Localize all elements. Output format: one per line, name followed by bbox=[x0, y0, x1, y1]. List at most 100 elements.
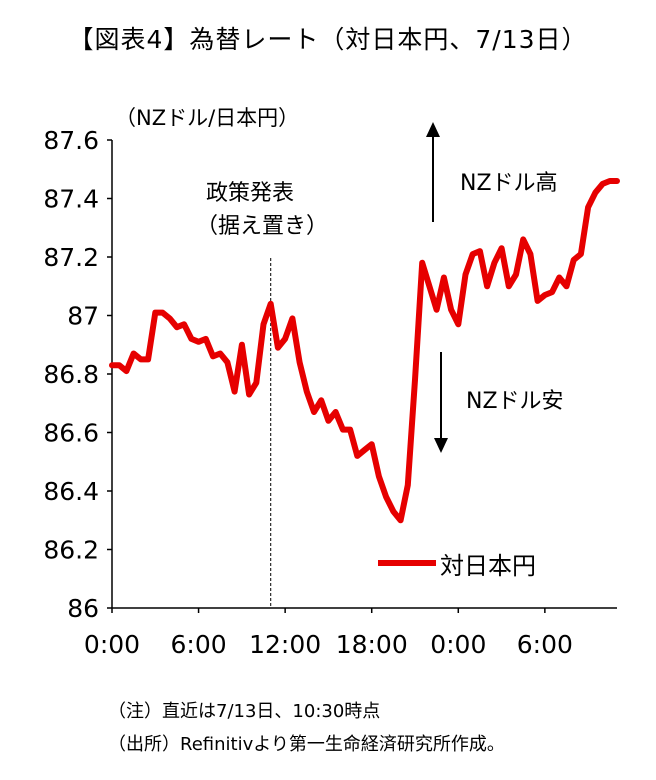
data-point bbox=[615, 179, 619, 183]
data-point bbox=[449, 308, 453, 312]
y-tick-label: 86 bbox=[67, 594, 99, 623]
chart-title: 【図表4】為替レート（対日本円、7/13日） bbox=[68, 25, 588, 54]
data-point bbox=[420, 261, 424, 265]
y-tick-label: 86.8 bbox=[43, 360, 99, 389]
data-point bbox=[521, 237, 525, 241]
direction-arrows bbox=[426, 122, 448, 453]
data-point bbox=[269, 302, 273, 306]
data-point bbox=[528, 252, 532, 256]
footnote-note: （注）直近は7/13日、10:30時点 bbox=[108, 701, 381, 722]
data-point bbox=[110, 363, 114, 367]
data-point bbox=[507, 284, 511, 288]
data-point bbox=[586, 205, 590, 209]
y-tick-label: 86.4 bbox=[43, 477, 99, 506]
down-arrow-head-icon bbox=[434, 438, 448, 453]
data-point bbox=[298, 360, 302, 364]
data-point bbox=[247, 392, 251, 396]
data-point bbox=[312, 410, 316, 414]
x-tick-labels: 0:00 6:00 12:00 18:00 0:00 6:00 bbox=[84, 630, 573, 659]
data-point bbox=[341, 428, 345, 432]
x-tick-label: 6:00 bbox=[517, 630, 573, 659]
data-point bbox=[435, 308, 439, 312]
data-point bbox=[189, 337, 193, 341]
y-tick-labels: 86 86.2 86.4 86.6 86.8 87 87.2 87.4 87.6 bbox=[43, 126, 99, 623]
nzd-up-label: NZドル高 bbox=[460, 171, 558, 196]
data-point bbox=[442, 275, 446, 279]
data-point bbox=[334, 410, 338, 414]
data-point bbox=[225, 360, 229, 364]
y-axis-unit-label: （NZドル/日本円） bbox=[115, 106, 300, 130]
data-point bbox=[262, 322, 265, 326]
legend-label: 対日本円 bbox=[440, 552, 536, 580]
x-tick-label: 6:00 bbox=[171, 630, 227, 659]
series-line-jpy bbox=[109, 178, 620, 524]
data-point bbox=[514, 273, 518, 277]
y-tick-label: 86.2 bbox=[43, 536, 99, 565]
y-tick-label: 87.4 bbox=[43, 185, 99, 214]
y-tick-label: 87 bbox=[67, 302, 99, 331]
data-point bbox=[182, 322, 186, 326]
x-tick-label: 0:00 bbox=[84, 630, 140, 659]
data-point bbox=[153, 311, 157, 315]
data-point bbox=[391, 509, 395, 513]
data-point bbox=[413, 378, 417, 382]
data-point bbox=[124, 369, 128, 373]
data-point bbox=[370, 442, 374, 446]
policy-announcement-sublabel: （据え置き） bbox=[196, 214, 329, 239]
data-point bbox=[485, 284, 489, 288]
data-point bbox=[536, 299, 540, 303]
data-point bbox=[464, 273, 467, 277]
data-points bbox=[110, 179, 619, 522]
data-point bbox=[290, 316, 294, 320]
data-point bbox=[283, 337, 287, 341]
policy-announcement-label: 政策発表 bbox=[206, 181, 295, 206]
data-point bbox=[500, 246, 504, 250]
data-point bbox=[471, 252, 475, 256]
x-tick-label: 18:00 bbox=[336, 630, 408, 659]
data-point bbox=[557, 275, 561, 279]
data-point bbox=[117, 363, 121, 367]
data-point bbox=[319, 398, 323, 402]
data-point bbox=[550, 290, 554, 294]
data-point bbox=[276, 346, 280, 350]
data-point bbox=[492, 261, 496, 265]
data-point bbox=[211, 354, 215, 358]
data-point bbox=[608, 179, 612, 183]
data-point bbox=[240, 343, 244, 347]
x-tick-label: 0:00 bbox=[430, 630, 486, 659]
data-point bbox=[406, 483, 410, 487]
data-point bbox=[565, 284, 568, 288]
up-arrow-head-icon bbox=[426, 122, 440, 137]
legend-swatch bbox=[378, 560, 436, 566]
data-point bbox=[399, 518, 403, 522]
nzd-down-label: NZドル安 bbox=[466, 389, 564, 414]
data-point bbox=[593, 191, 597, 195]
y-tick-label: 86.6 bbox=[43, 419, 99, 448]
data-point bbox=[161, 311, 164, 315]
data-point bbox=[326, 419, 330, 423]
data-point bbox=[478, 249, 482, 253]
data-point bbox=[305, 390, 309, 394]
data-point bbox=[579, 252, 583, 256]
data-point bbox=[132, 352, 136, 356]
data-point bbox=[427, 284, 431, 288]
data-point bbox=[377, 474, 381, 478]
data-point bbox=[355, 454, 359, 458]
data-point bbox=[218, 352, 222, 356]
axes bbox=[107, 139, 617, 613]
data-point bbox=[456, 322, 460, 326]
data-point bbox=[139, 357, 143, 361]
footnote-source: （出所）Refinitivより第一生命経済研究所作成。 bbox=[108, 734, 505, 755]
data-point bbox=[204, 337, 208, 341]
y-tick-label: 87.2 bbox=[43, 243, 99, 272]
x-tick-label: 12:00 bbox=[249, 630, 321, 659]
data-point bbox=[348, 428, 352, 432]
data-point bbox=[168, 316, 172, 320]
data-point bbox=[601, 182, 605, 186]
data-point bbox=[197, 340, 201, 344]
data-point bbox=[384, 495, 388, 499]
y-tick-label: 87.6 bbox=[43, 126, 99, 155]
data-point bbox=[175, 325, 179, 329]
data-point bbox=[363, 448, 366, 452]
